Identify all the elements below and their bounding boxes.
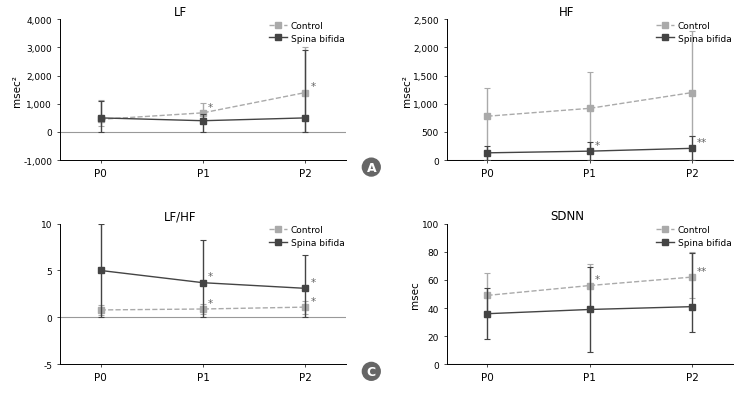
Text: A: A xyxy=(367,161,376,174)
Legend: Control, Spina bifida: Control, Spina bifida xyxy=(656,22,732,43)
Text: **: ** xyxy=(697,137,708,147)
Title: HF: HF xyxy=(560,6,574,19)
Y-axis label: msec²: msec² xyxy=(12,75,22,107)
Text: *: * xyxy=(595,275,600,284)
Text: *: * xyxy=(208,272,213,281)
Legend: Control, Spina bifida: Control, Spina bifida xyxy=(269,226,345,247)
Text: *: * xyxy=(310,277,316,287)
Title: SDNN: SDNN xyxy=(550,210,584,223)
Text: *: * xyxy=(208,102,213,113)
Title: LF/HF: LF/HF xyxy=(164,210,197,223)
Text: *: * xyxy=(310,82,316,92)
Text: *: * xyxy=(208,298,213,308)
Y-axis label: msec²: msec² xyxy=(402,75,412,107)
Y-axis label: msec: msec xyxy=(411,280,420,308)
Text: *: * xyxy=(595,141,600,150)
Text: *: * xyxy=(310,296,316,306)
Legend: Control, Spina bifida: Control, Spina bifida xyxy=(269,22,345,43)
Text: **: ** xyxy=(697,266,708,276)
Title: LF: LF xyxy=(174,6,187,19)
Legend: Control, Spina bifida: Control, Spina bifida xyxy=(656,226,732,247)
Text: C: C xyxy=(367,365,376,378)
